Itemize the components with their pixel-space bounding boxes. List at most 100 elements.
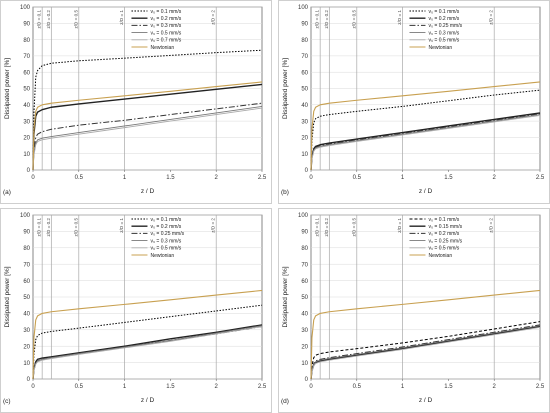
reference-line-label: z/D = 2	[211, 218, 216, 233]
reference-line-label: z/D = 1	[397, 10, 402, 25]
y-tick-label: 10	[301, 361, 308, 367]
y-tick-label: 80	[301, 246, 308, 252]
legend-label: v₀ = 0.1 mm/s	[150, 217, 181, 223]
legend-label: v₀ = 0.3 mm/s	[428, 30, 459, 36]
x-tick-label: 1.5	[166, 384, 175, 390]
y-tick-label: 0	[27, 168, 31, 174]
reference-line-label: z/D = 0.1	[37, 218, 42, 237]
y-tick-label: 70	[301, 54, 308, 60]
series-line-5	[32, 107, 263, 171]
x-tick-label: 0	[31, 175, 35, 181]
y-tick-label: 0	[27, 377, 31, 383]
y-tick-label: 40	[301, 312, 308, 318]
x-axis-label: z / D	[141, 397, 155, 404]
y-tick-label: 20	[301, 344, 308, 350]
reference-line-label: z/D = 2	[489, 218, 494, 233]
legend-label: Newtonian	[150, 253, 174, 259]
legend-label: v₀ = 0.3 mm/s	[150, 23, 181, 29]
panel-label: (a)	[3, 189, 11, 196]
legend: v₀ = 0.1 mm/sv₀ = 0.2 mm/sv₀ = 0.25 mm/s…	[409, 9, 463, 51]
series-line-5	[310, 326, 541, 380]
y-tick-label: 30	[301, 328, 308, 334]
y-tick-label: 70	[23, 262, 30, 268]
legend-label: v₀ = 0.5 mm/s	[150, 246, 181, 252]
series-line-3	[310, 113, 541, 171]
series-line-1	[310, 89, 541, 171]
y-tick-label: 0	[305, 168, 309, 174]
x-tick-label: 0	[31, 384, 35, 390]
series-line-3	[32, 102, 263, 171]
x-tick-label: 1.5	[166, 175, 175, 181]
legend: v₀ = 0.1 mm/sv₀ = 0.15 mm/sv₀ = 0.2 mm/s…	[409, 217, 463, 259]
legend-label: v₀ = 0.25 mm/s	[428, 23, 462, 29]
y-tick-label: 50	[301, 87, 308, 93]
series-line-5	[32, 326, 263, 380]
y-tick-label: 100	[298, 5, 309, 11]
reference-line-label: z/D = 0.2	[324, 218, 329, 237]
reference-line-label: z/D = 1	[397, 218, 402, 233]
y-tick-label: 90	[301, 22, 308, 28]
x-tick-label: 0.5	[353, 175, 362, 181]
reference-line-label: z/D = 0.5	[351, 10, 356, 29]
x-tick-label: 1	[401, 175, 405, 181]
y-tick-label: 40	[23, 312, 30, 318]
x-tick-label: 2.5	[536, 384, 545, 390]
y-tick-label: 90	[301, 230, 308, 236]
y-tick-label: 60	[301, 70, 308, 76]
legend-label: v₀ = 0.1 mm/s	[150, 9, 181, 15]
panel-label: (b)	[281, 189, 289, 196]
x-tick-label: 0	[309, 384, 313, 390]
x-tick-label: 0.5	[353, 384, 362, 390]
y-axis-label: Dissipated power [%]	[282, 58, 289, 119]
series-line-6	[32, 289, 263, 380]
reference-line-label: z/D = 2	[211, 10, 216, 25]
y-tick-label: 30	[301, 119, 308, 125]
chart-panel-b: 0 10 20 30 40 50 60 70 80 90 100 0 0.5 1 1.5 2 2.5 z/D = …	[278, 0, 550, 204]
series-line-6	[32, 81, 263, 171]
y-tick-label: 10	[301, 152, 308, 158]
legend-label: v₀ = 0.5 mm/s	[428, 38, 459, 44]
x-tick-label: 2.5	[258, 175, 267, 181]
series-line-5	[310, 114, 541, 171]
plot-area	[32, 214, 263, 381]
x-axis-label: z / D	[419, 188, 433, 195]
legend: v₀ = 0.1 mm/sv₀ = 0.2 mm/sv₀ = 0.25 mm/s…	[131, 217, 185, 259]
reference-line-label: z/D = 0.5	[351, 218, 356, 237]
y-tick-label: 90	[23, 22, 30, 28]
y-tick-label: 80	[301, 38, 308, 44]
y-tick-label: 50	[301, 295, 308, 301]
reference-line-label: z/D = 0.1	[315, 218, 320, 237]
y-axis-label: Dissipated power [%]	[282, 266, 289, 327]
reference-line-label: z/D = 0.2	[324, 10, 329, 29]
y-axis-label: Dissipated power [%]	[4, 266, 11, 327]
series-line-6	[310, 289, 541, 380]
x-axis-label: z / D	[141, 188, 155, 195]
series-line-1	[32, 304, 263, 380]
legend-label: v₀ = 0.25 mm/s	[150, 231, 184, 237]
legend-label: v₀ = 0.5 mm/s	[428, 246, 459, 252]
plot-area	[310, 6, 541, 172]
x-tick-label: 2.5	[258, 384, 267, 390]
y-tick-label: 40	[301, 103, 308, 109]
legend-label: Newtonian	[150, 45, 174, 51]
reference-line-label: z/D = 0.1	[315, 10, 320, 29]
x-tick-label: 2.5	[536, 175, 545, 181]
y-tick-label: 80	[23, 246, 30, 252]
y-tick-label: 10	[23, 152, 30, 158]
x-tick-label: 2	[493, 175, 497, 181]
reference-line-label: z/D = 0.5	[73, 218, 78, 237]
x-tick-label: 1	[401, 384, 405, 390]
reference-line-label: z/D = 0.1	[37, 10, 42, 29]
reference-line-label: z/D = 1	[119, 218, 124, 233]
y-tick-label: 100	[20, 213, 31, 219]
x-tick-label: 2	[493, 384, 497, 390]
reference-line-label: z/D = 2	[489, 10, 494, 25]
reference-line-label: z/D = 0.5	[73, 10, 78, 29]
y-tick-label: 100	[298, 213, 309, 219]
y-tick-label: 20	[23, 344, 30, 350]
panel-label: (c)	[3, 398, 11, 405]
y-tick-label: 60	[23, 279, 30, 285]
panel-label: (d)	[281, 398, 289, 405]
plot-area	[310, 214, 541, 381]
chart-panel-a: 0 10 20 30 40 50 60 70 80 90 100 0 0.5 1 1.5 2 2.5 z/D = …	[0, 0, 272, 204]
